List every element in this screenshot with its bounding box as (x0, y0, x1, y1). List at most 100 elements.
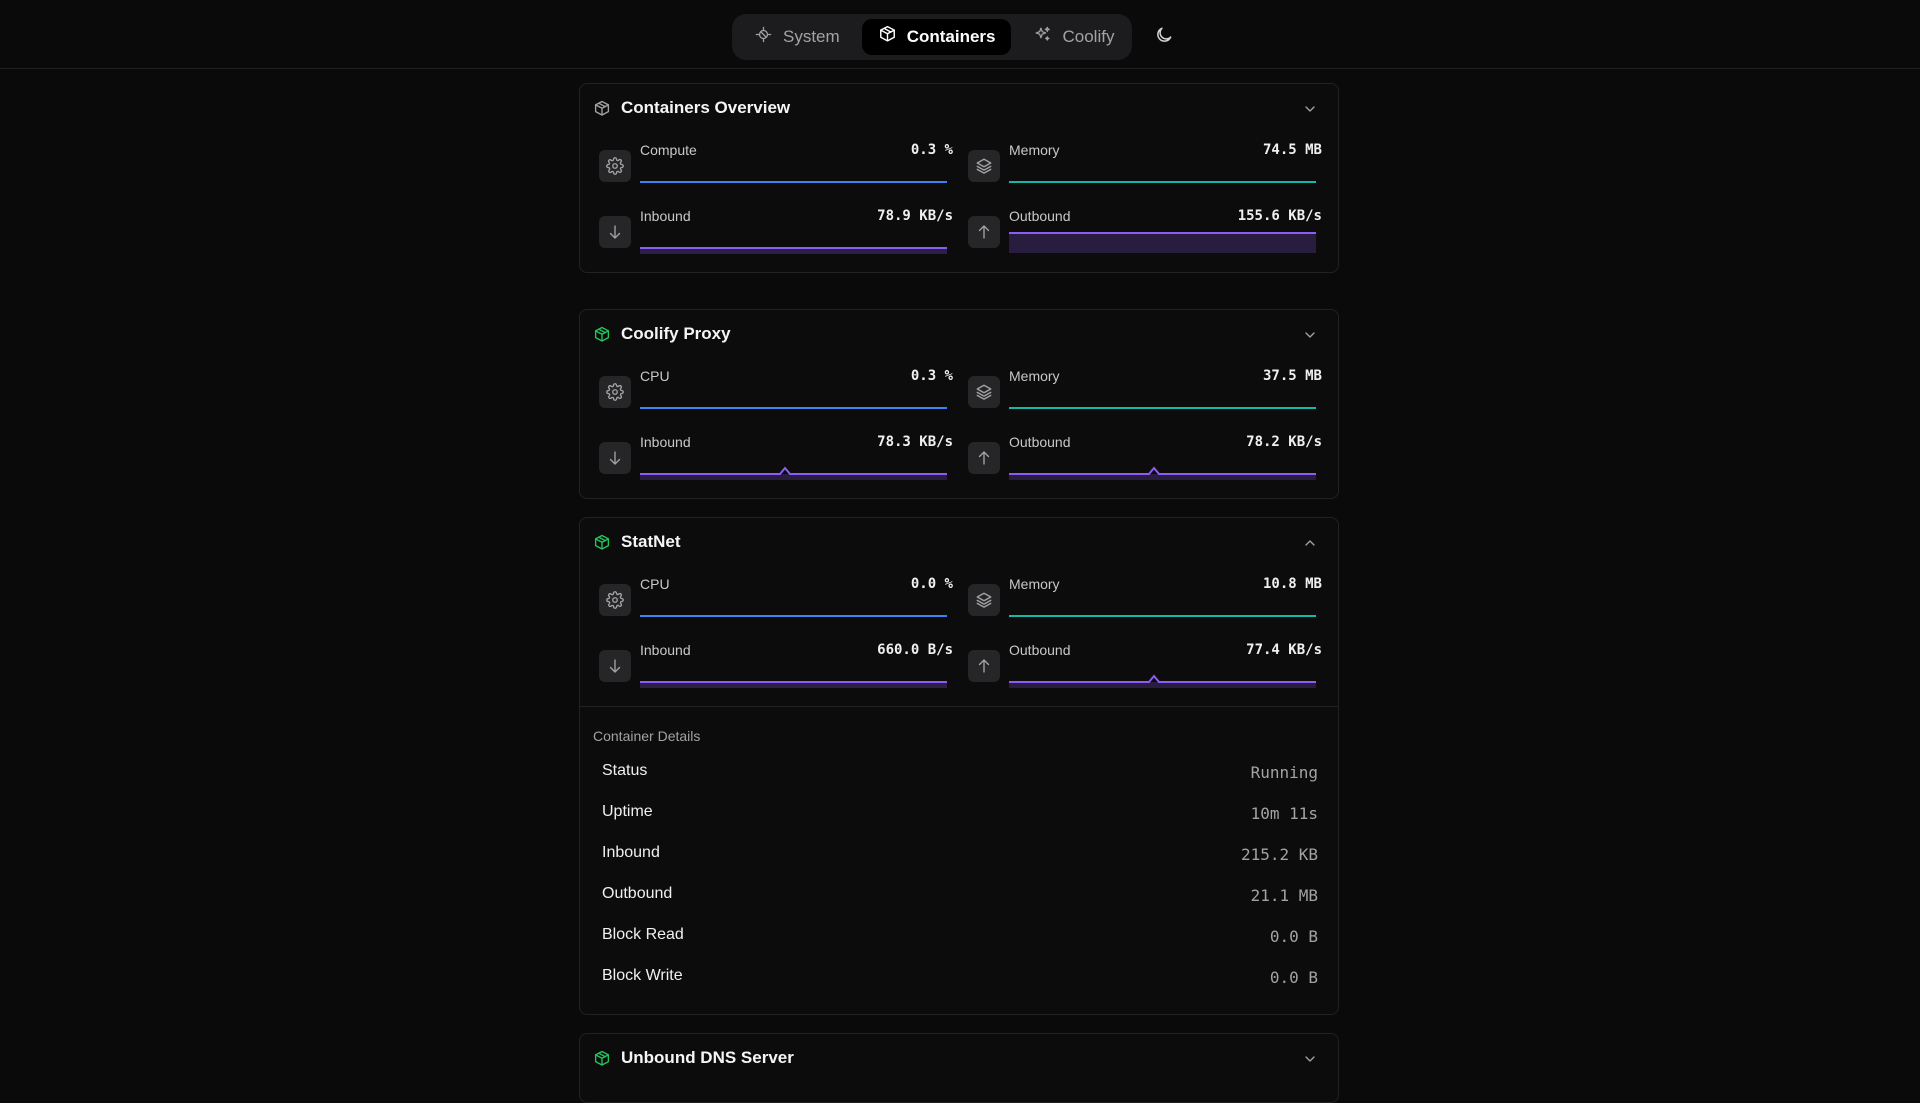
card-title: Coolify Proxy (621, 324, 731, 343)
card-title: Unbound DNS Server (621, 1048, 794, 1067)
metric-value: 78.9 KB/s (877, 208, 953, 224)
metric-label: Inbound (640, 434, 691, 450)
tab-coolify[interactable]: Coolify (1017, 19, 1130, 55)
metric-label: Memory (1009, 576, 1060, 592)
layers-icon (968, 150, 1000, 182)
metric-label: Outbound (1009, 642, 1071, 658)
sparkline-chart (640, 615, 947, 617)
metric-memory: Memory 74.5 MB (968, 142, 1322, 194)
detail-key: Status (602, 762, 648, 779)
detail-key: Outbound (602, 885, 673, 902)
metric-inbound: Inbound 78.3 KB/s (599, 434, 953, 486)
metric-label: Compute (640, 142, 697, 158)
detail-row: Block Read 0.0 B (602, 922, 1318, 952)
layers-icon (968, 584, 1000, 616)
metric-value: 77.4 KB/s (1246, 642, 1322, 658)
chevron-down-icon[interactable] (1302, 101, 1318, 117)
detail-row: Block Write 0.0 B (602, 963, 1318, 993)
metric-memory: Memory 10.8 MB (968, 576, 1322, 628)
sparkline-chart (1009, 232, 1316, 253)
detail-row: Status Running (602, 758, 1318, 788)
metric-label: Inbound (640, 208, 691, 224)
metric-value: 74.5 MB (1262, 142, 1322, 158)
chevron-down-icon[interactable] (1302, 1051, 1318, 1067)
moon-icon (1154, 25, 1174, 50)
sparkles-icon (1033, 25, 1052, 49)
sparkline-chart (640, 247, 947, 254)
tab-system-label: System (783, 27, 840, 46)
detail-value: 21.1 MB (1250, 886, 1318, 905)
theme-toggle-button[interactable] (1151, 24, 1177, 50)
gear-icon (599, 150, 631, 182)
sparkline-chart (640, 407, 947, 409)
metric-compute: Compute 0.3 % (599, 142, 953, 194)
sparkline-chart (640, 466, 947, 480)
arrow-down-icon (599, 216, 631, 248)
arrow-up-icon (968, 650, 1000, 682)
metric-label: CPU (640, 368, 670, 384)
box-icon (593, 326, 611, 344)
container-card: Unbound DNS Server (579, 1033, 1339, 1103)
arrow-down-icon (599, 442, 631, 474)
metric-value: 78.2 KB/s (1246, 434, 1322, 450)
metric-value: 0.0 % (910, 576, 953, 592)
sparkline-chart (1009, 615, 1316, 617)
metric-outbound: Outbound 155.6 KB/s (968, 208, 1322, 260)
metric-label: Outbound (1009, 434, 1071, 450)
container-card: Containers Overview Compute 0.3 % Memory 74.… (579, 83, 1339, 273)
tab-containers-label: Containers (906, 27, 996, 46)
gear-icon (599, 376, 631, 408)
sparkline-chart (640, 681, 947, 688)
metric-inbound: Inbound 660.0 B/s (599, 642, 953, 694)
box-icon (593, 534, 611, 552)
sparkline-chart (1009, 466, 1316, 480)
metric-outbound: Outbound 77.4 KB/s (968, 642, 1322, 694)
detail-row: Inbound 215.2 KB (602, 840, 1318, 870)
detail-key: Uptime (602, 803, 653, 820)
metric-memory: Memory 37.5 MB (968, 368, 1322, 420)
box-icon (593, 100, 611, 118)
divider (580, 706, 1338, 707)
metric-value: 0.3 % (910, 368, 953, 384)
tab-system[interactable]: System (738, 19, 856, 55)
tab-coolify-label: Coolify (1062, 27, 1115, 46)
arrow-down-icon (599, 650, 631, 682)
chevron-down-icon[interactable] (1302, 327, 1318, 343)
card-title: StatNet (621, 532, 681, 551)
metric-outbound: Outbound 78.2 KB/s (968, 434, 1322, 486)
detail-row: Uptime 10m 11s (602, 799, 1318, 829)
detail-key: Block Read (602, 926, 684, 943)
card-header[interactable]: StatNet (580, 518, 1338, 568)
card-header[interactable]: Unbound DNS Server (580, 1034, 1338, 1084)
detail-value: 0.0 B (1269, 968, 1318, 987)
container-card: Coolify Proxy CPU 0.3 % Memory 37.5 MB Inboun… (579, 309, 1339, 499)
metric-label: CPU (640, 576, 670, 592)
detail-value: 215.2 KB (1240, 845, 1318, 864)
metric-cpu: CPU 0.3 % (599, 368, 953, 420)
chevron-up-icon[interactable] (1302, 535, 1318, 551)
metric-label: Memory (1009, 368, 1060, 384)
detail-key: Inbound (602, 844, 660, 861)
card-header[interactable]: Containers Overview (580, 84, 1338, 134)
metric-value: 78.3 KB/s (877, 434, 953, 450)
box-icon (593, 1050, 611, 1068)
metric-label: Inbound (640, 642, 691, 658)
card-header[interactable]: Coolify Proxy (580, 310, 1338, 360)
sparkline-chart (1009, 407, 1316, 409)
metric-label: Outbound (1009, 208, 1071, 224)
detail-row: Outbound 21.1 MB (602, 881, 1318, 911)
sparkline-chart (1009, 674, 1316, 688)
tab-containers[interactable]: Containers (861, 19, 1012, 55)
metric-value: 10.8 MB (1262, 576, 1322, 592)
metric-cpu: CPU 0.0 % (599, 576, 953, 628)
detail-value: 0.0 B (1269, 927, 1318, 946)
view-tabs: System Containers Coolify (732, 14, 1132, 60)
metric-value: 155.6 KB/s (1237, 208, 1322, 224)
metric-inbound: Inbound 78.9 KB/s (599, 208, 953, 260)
top-bar: System Containers Coolify (0, 0, 1920, 69)
card-title: Containers Overview (621, 98, 791, 117)
metric-value: 37.5 MB (1262, 368, 1322, 384)
details-heading: Container Details (593, 728, 701, 744)
layers-icon (968, 376, 1000, 408)
gear-icon (599, 584, 631, 616)
